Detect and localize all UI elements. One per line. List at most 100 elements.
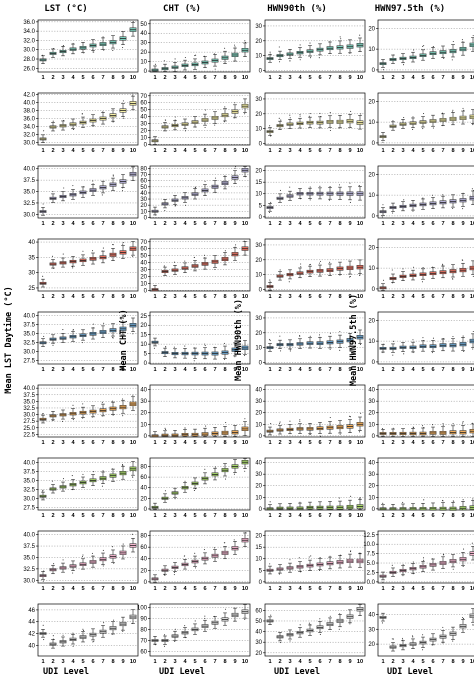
x-tick-label: 8: [451, 367, 454, 373]
x-tick-label: 10: [357, 294, 363, 300]
outlier-point: [52, 635, 54, 637]
outlier-point: [82, 417, 84, 419]
outlier-point: [269, 339, 271, 342]
x-tick-label: 10: [470, 367, 474, 373]
x-tick-label: 5: [308, 367, 311, 373]
outlier-point: [270, 614, 272, 616]
panel-r4-c3: 0102012345678910Mexico city: [368, 311, 474, 373]
x-tick-label: 10: [470, 148, 474, 154]
outlier-point: [471, 542, 473, 544]
x-tick-label: 9: [233, 221, 236, 227]
y-tick-label: 30: [255, 399, 262, 405]
outlier-point: [194, 552, 196, 554]
x-tick-label: 1: [41, 659, 44, 665]
x-tick-label: 1: [381, 659, 384, 665]
outlier-point: [103, 49, 105, 51]
outlier-point: [82, 250, 84, 252]
outlier-point: [62, 559, 64, 561]
y-tick-label: 35.0: [23, 332, 35, 338]
y-tick-label: 30: [255, 472, 262, 478]
outlier-point: [279, 189, 281, 191]
x-tick-label: 2: [278, 221, 281, 227]
outlier-point: [422, 197, 424, 199]
outlier-point: [42, 54, 44, 56]
outlier-point: [402, 268, 404, 270]
outlier-point: [412, 561, 414, 563]
x-tick-label: 6: [203, 294, 206, 300]
outlier-point: [381, 436, 383, 438]
outlier-point: [329, 261, 331, 263]
y-tick-label: 20: [255, 484, 262, 490]
x-tick-label: 6: [431, 513, 434, 519]
x-tick-label: 1: [268, 148, 271, 154]
outlier-point: [472, 123, 474, 125]
x-tick-label: 4: [411, 440, 415, 446]
outlier-point: [165, 428, 167, 430]
outlier-point: [72, 42, 74, 44]
y-tick-label: 60: [140, 545, 147, 551]
outlier-point: [174, 205, 176, 207]
outlier-point: [234, 44, 236, 46]
y-tick-label: 20: [255, 651, 262, 657]
outlier-point: [194, 55, 196, 57]
outlier-point: [72, 632, 74, 634]
y-tick-label: 100: [137, 605, 148, 611]
outlier-point: [442, 125, 444, 127]
outlier-point: [381, 216, 383, 218]
x-tick-label: 2: [278, 513, 281, 519]
outlier-point: [92, 250, 94, 252]
outlier-point: [310, 555, 312, 557]
x-tick-label: 9: [348, 659, 351, 665]
x-tick-label: 2: [51, 367, 54, 373]
outlier-point: [122, 46, 124, 49]
panel-frame: [149, 238, 251, 292]
panel-frame: [264, 311, 366, 365]
outlier-point: [53, 563, 55, 565]
y-tick-label: 20: [140, 50, 147, 56]
outlier-point: [349, 52, 351, 54]
outlier-point: [309, 186, 311, 188]
outlier-point: [452, 500, 454, 502]
x-tick-label: 7: [328, 367, 331, 373]
y-tick-label: 0: [144, 580, 148, 586]
outlier-point: [452, 640, 454, 642]
outlier-point: [52, 419, 55, 421]
x-tick-label: 5: [193, 440, 196, 446]
panel-r7-c3: 0.02.55.07.510.012.512345678910YRD: [363, 530, 474, 592]
x-tick-label: 9: [121, 367, 124, 373]
x-tick-label: 6: [203, 659, 206, 665]
x-tick-label: 7: [441, 148, 444, 154]
outlier-point: [184, 480, 186, 482]
x-tick-label: 4: [411, 148, 415, 154]
x-tick-label: 5: [421, 367, 424, 373]
panel-frame: [264, 19, 366, 73]
x-tick-label: 7: [328, 221, 331, 227]
outlier-point: [112, 468, 114, 470]
outlier-point: [402, 564, 404, 566]
x-tick-label: 5: [193, 75, 196, 81]
x-tick-label: 7: [101, 367, 104, 373]
x-tick-label: 3: [61, 221, 64, 227]
x-tick-label: 8: [111, 294, 114, 300]
outlier-point: [234, 620, 236, 622]
panel-frame: [377, 311, 474, 365]
outlier-point: [318, 57, 320, 59]
outlier-point: [52, 267, 54, 269]
outlier-point: [42, 203, 44, 205]
panel-r6-c1: 0 20 40 60 80 1 2 3 4 5 6 7 8 9 10: [140, 457, 251, 519]
x-tick-label: 2: [51, 659, 54, 665]
panel-frame: [149, 19, 251, 73]
y-tick-label: 20: [368, 26, 375, 32]
x-tick-label: 10: [242, 294, 248, 300]
x-tick-label: 3: [61, 75, 64, 81]
panel-frame: [37, 238, 139, 292]
x-tick-label: 7: [441, 586, 444, 592]
x-tick-label: 10: [242, 586, 248, 592]
outlier-point: [319, 633, 321, 636]
outlier-point: [401, 637, 404, 639]
x-tick-label: 2: [391, 513, 394, 519]
x-tick-label: 6: [431, 659, 434, 665]
y-tick-label: 70: [140, 240, 147, 246]
x-tick-label: 4: [183, 586, 187, 592]
y-tick-label: 32.0: [23, 38, 35, 44]
